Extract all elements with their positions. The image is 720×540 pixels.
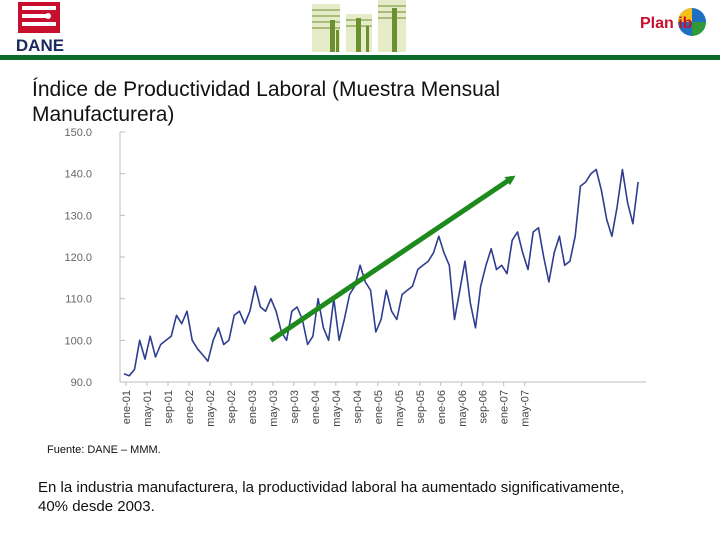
header-rule xyxy=(0,55,720,60)
x-tick-label: may-05 xyxy=(394,390,406,427)
y-tick-label: 90.0 xyxy=(71,377,92,389)
x-tick-label: may-02 xyxy=(205,390,217,427)
caption-text: En la industria manufacturera, la produc… xyxy=(38,479,625,515)
planib-logo: Plan ib xyxy=(640,8,706,36)
x-tick-label: sep-01 xyxy=(163,390,175,424)
y-tick-label: 130.0 xyxy=(64,210,92,222)
x-tick-label: ene-05 xyxy=(373,390,385,424)
x-tick-label: ene-02 xyxy=(184,390,196,424)
productivity-line-chart: 150.0 140.0 130.0 120.0 110.0 100.0 90.0 ene-0… xyxy=(64,127,646,427)
x-tick-label: may-04 xyxy=(331,390,343,427)
page-title: Índice de Productividad Laboral (Muestra… xyxy=(32,78,501,126)
dane-logo-text: DANE xyxy=(16,36,64,54)
x-tick-label: sep-02 xyxy=(226,390,238,424)
x-tick-label: may-01 xyxy=(142,390,154,427)
source-note: Fuente: DANE – MMM. xyxy=(47,444,161,456)
series-line xyxy=(123,168,639,377)
y-tick-label: 100.0 xyxy=(64,335,92,347)
planib-logo-text: Plan ib xyxy=(640,15,693,32)
x-tick-label: sep-03 xyxy=(289,390,301,424)
y-tick-label: 120.0 xyxy=(64,252,92,264)
building-bars-logo xyxy=(312,0,406,52)
trend-arrow xyxy=(269,175,516,343)
dane-logo: DANE xyxy=(16,2,64,54)
x-tick-label: may-06 xyxy=(457,390,469,427)
y-tick-label: 150.0 xyxy=(64,127,92,139)
x-tick-label: ene-01 xyxy=(121,390,133,424)
y-tick-label: 140.0 xyxy=(64,169,92,181)
x-tick-label: ene-03 xyxy=(247,390,259,424)
x-tick-label: sep-06 xyxy=(478,390,490,424)
x-tick-label: ene-06 xyxy=(436,390,448,424)
x-tick-label: may-07 xyxy=(520,390,532,427)
x-tick-label: sep-04 xyxy=(352,390,364,424)
x-tick-label: ene-07 xyxy=(499,390,511,424)
y-tick-label: 110.0 xyxy=(65,294,92,306)
x-tick-label: sep-05 xyxy=(415,390,427,424)
x-tick-label: ene-04 xyxy=(310,390,322,424)
x-tick-label: may-03 xyxy=(268,390,280,427)
